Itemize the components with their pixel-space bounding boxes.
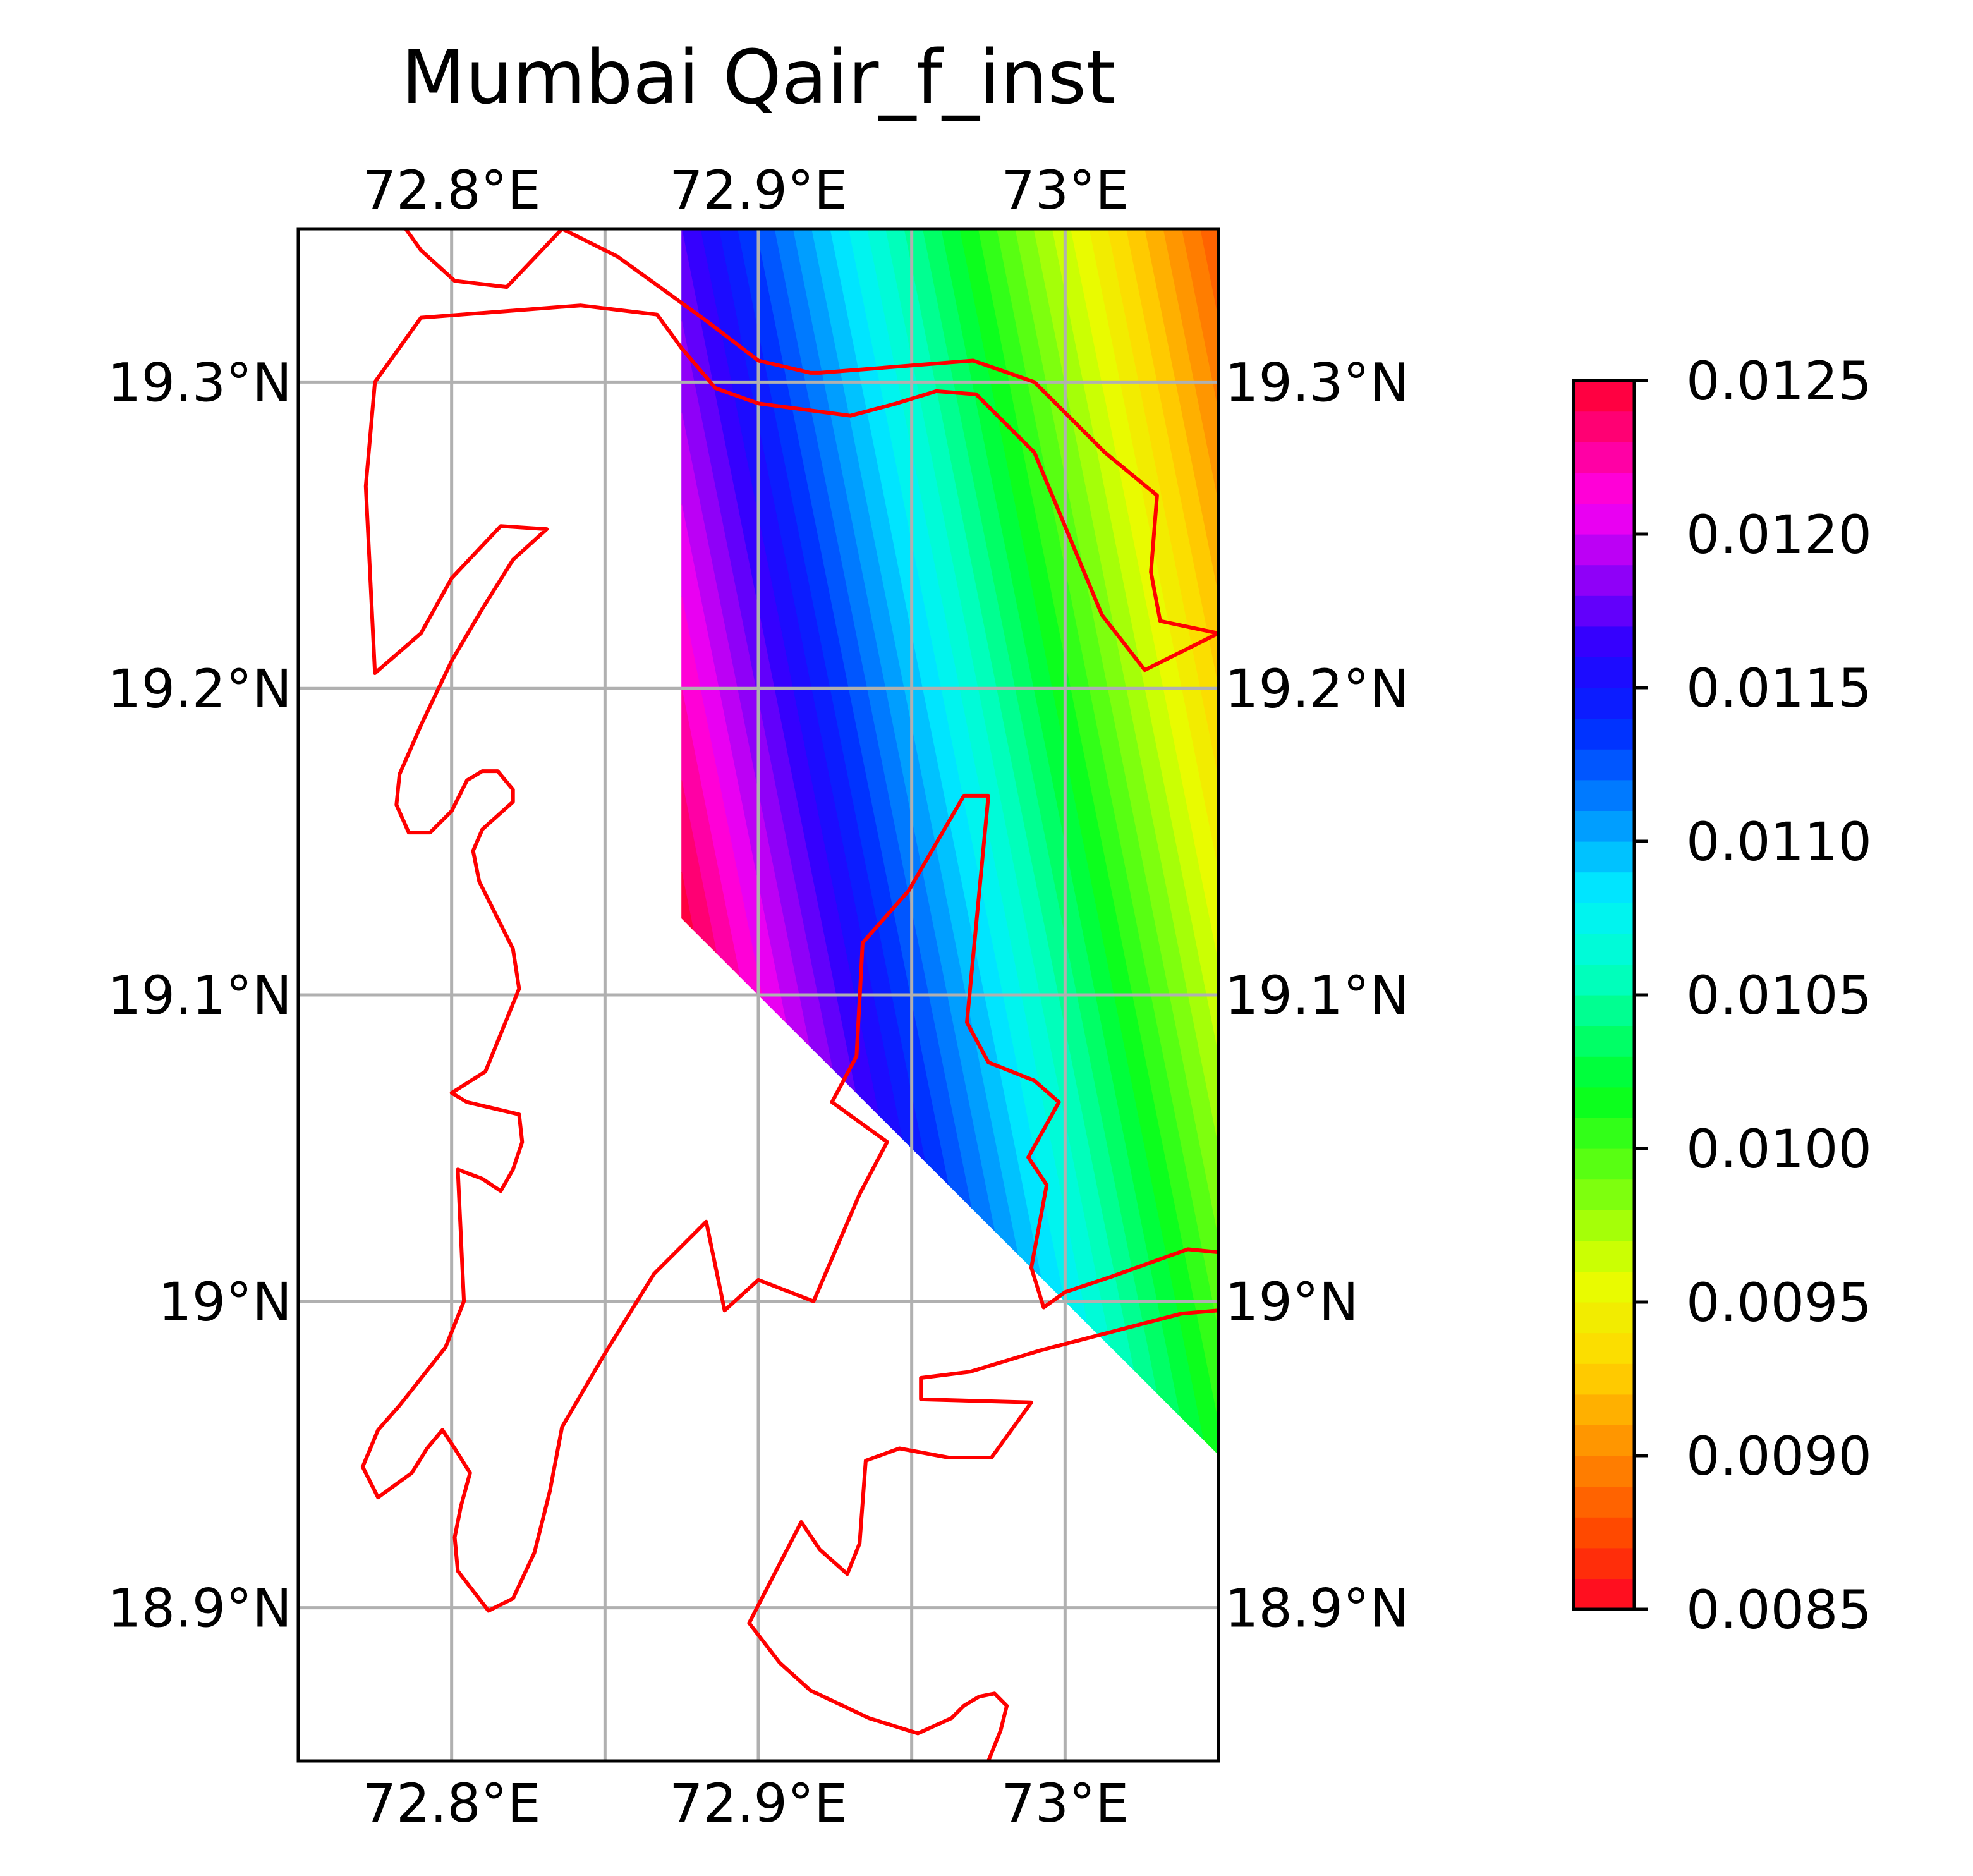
colorbar-level: [1574, 749, 1634, 780]
colorbar-tick-label: 0.0110: [1686, 811, 1872, 873]
lon-tick-label-bottom: 72.9°E: [669, 1772, 847, 1834]
colorbar-tick-label: 0.0120: [1686, 504, 1872, 566]
colorbar-tick-label: 0.0095: [1686, 1272, 1872, 1334]
colorbar-level: [1574, 534, 1634, 565]
lat-tick-label-right: 19.3°N: [1225, 351, 1409, 413]
lat-tick-label-left: 19°N: [158, 1271, 292, 1333]
humidity-field: [682, 229, 1218, 1454]
colorbar-level: [1574, 442, 1634, 473]
colorbar-level: [1574, 626, 1634, 657]
colorbar-level: [1574, 688, 1634, 719]
colorbar-level: [1574, 381, 1634, 411]
colorbar-level: [1574, 964, 1634, 995]
colorbar-tick-label: 0.0100: [1686, 1118, 1872, 1180]
colorbar-level: [1574, 934, 1634, 965]
colorbar-level: [1574, 565, 1634, 596]
colorbar-tick-label: 0.0090: [1686, 1425, 1872, 1487]
colorbar-level: [1574, 1517, 1634, 1548]
lat-tick-label-right: 19.2°N: [1225, 658, 1409, 720]
colorbar-level: [1574, 1148, 1634, 1179]
colorbar-level: [1574, 1425, 1634, 1456]
colorbar-level: [1574, 1333, 1634, 1364]
lat-tick-label-right: 18.9°N: [1225, 1578, 1409, 1640]
colorbar-level: [1574, 841, 1634, 872]
colorbar-level: [1574, 595, 1634, 626]
colorbar-level: [1574, 503, 1634, 534]
colorbar-level: [1574, 810, 1634, 841]
colorbar-ticks: 0.0085 0.0090 0.0095 0.0100 0.0105 0.0110 0.01…: [1634, 350, 1872, 1641]
colorbar-level: [1574, 903, 1634, 934]
colorbar-level: [1574, 1056, 1634, 1087]
lon-tick-label-top: 73°E: [1001, 159, 1129, 221]
colorbar-level: [1574, 473, 1634, 504]
colorbar-level: [1574, 1271, 1634, 1302]
coastline-segment: [406, 229, 562, 287]
colorbar-level: [1574, 1456, 1634, 1487]
lat-ticks-left: 18.9°N 19°N 19.1°N 19.2°N 19.3°N: [107, 351, 292, 1639]
lon-tick-label-top: 72.8°E: [363, 159, 541, 221]
colorbar-level: [1574, 1026, 1634, 1057]
colorbar-level: [1574, 1241, 1634, 1272]
colorbar-level: [1574, 872, 1634, 903]
chart-title: Mumbai Qair_f_inst: [401, 34, 1115, 121]
lat-tick-label-left: 18.9°N: [107, 1578, 292, 1640]
lat-ticks-right: 18.9°N 19°N 19.1°N 19.2°N 19.3°N: [1225, 351, 1409, 1639]
colorbar-level: [1574, 1487, 1634, 1518]
lat-tick-label-right: 19°N: [1225, 1271, 1359, 1333]
colorbar-level: [1574, 1087, 1634, 1118]
colorbar-level: [1574, 657, 1634, 688]
colorbar-level: [1574, 780, 1634, 811]
colorbar-level: [1574, 719, 1634, 750]
colorbar-level: [1574, 1302, 1634, 1333]
colorbar-tick-label: 0.0085: [1686, 1579, 1872, 1641]
colorbar-level: [1574, 1210, 1634, 1241]
lon-tick-label-bottom: 72.8°E: [363, 1772, 541, 1834]
colorbar-level: [1574, 1179, 1634, 1210]
colorbar-level: [1574, 1548, 1634, 1579]
lat-tick-label-right: 19.1°N: [1225, 965, 1409, 1026]
colorbar-level: [1574, 995, 1634, 1026]
lon-tick-label-top: 72.9°E: [669, 159, 847, 221]
lon-tick-label-bottom: 73°E: [1001, 1772, 1129, 1834]
lat-tick-label-left: 19.3°N: [107, 351, 292, 413]
colorbar-levels: [1574, 381, 1634, 1610]
colorbar-level: [1574, 1363, 1634, 1394]
lat-tick-label-left: 19.1°N: [107, 965, 292, 1026]
colorbar-level: [1574, 1394, 1634, 1425]
lon-ticks-bottom: 72.8°E 72.9°E 73°E: [363, 1772, 1129, 1834]
colorbar-tick-label: 0.0115: [1686, 657, 1872, 719]
colorbar-level: [1574, 1578, 1634, 1609]
lat-tick-label-left: 19.2°N: [107, 658, 292, 720]
colorbar: 0.0085 0.0090 0.0095 0.0100 0.0105 0.0110 0.01…: [1574, 350, 1872, 1641]
colorbar-level: [1574, 1118, 1634, 1148]
colorbar-tick-label: 0.0125: [1686, 350, 1872, 412]
colorbar-level: [1574, 411, 1634, 442]
lon-ticks-top: 72.8°E 72.9°E 73°E: [363, 159, 1129, 221]
colorbar-tick-label: 0.0105: [1686, 965, 1872, 1026]
map-plot-area: [298, 229, 1218, 1761]
